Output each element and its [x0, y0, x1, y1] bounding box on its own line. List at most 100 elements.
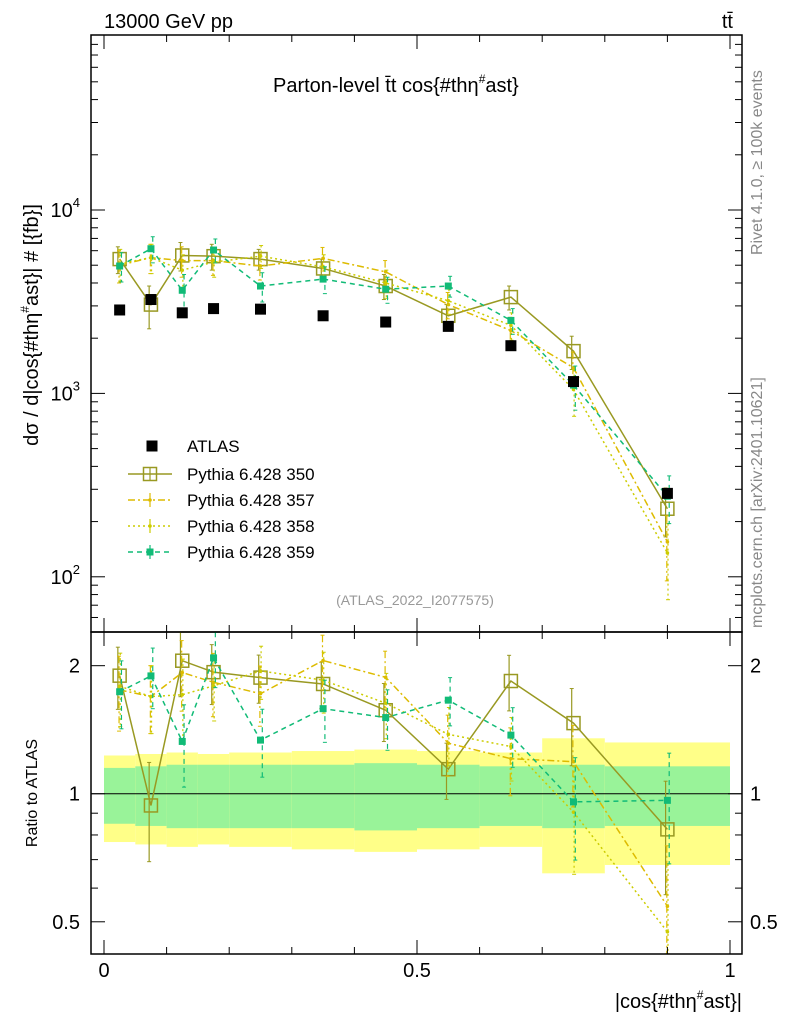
series-358-point — [258, 254, 263, 258]
y-tick-label: 102 — [51, 562, 80, 589]
stat-uncertainty-band — [166, 764, 198, 829]
ratio-axis-ticks: 0 0.5 1 0.5 0.5 1 1 2 2 — [52, 632, 778, 982]
ratio-tick-label-right: 0.5 — [750, 912, 778, 934]
atlas-point — [505, 340, 517, 352]
series-359-ratio-point — [663, 796, 671, 804]
legend-entry-350-label: Pythia 6.428 350 — [187, 465, 315, 484]
series-359-ratio-point — [507, 731, 515, 739]
ratio-tick-label-right: 1 — [750, 784, 761, 806]
series-359-ratio — [116, 631, 672, 865]
main-panel: 102 103 104 Parton-level t̄t cos{#thη#ast}… — [18, 34, 743, 633]
atlas-point — [442, 320, 454, 332]
legend-entry-359-marker — [146, 548, 154, 556]
series-358-ratio-point — [117, 684, 122, 689]
x-tick-label: 0.5 — [403, 960, 431, 982]
series-359-ratio-point — [257, 736, 264, 744]
stat-uncertainty-band — [135, 766, 167, 826]
series-357-ratio-point — [321, 658, 325, 663]
legend-entry-357-marker — [148, 498, 152, 502]
series-359-point — [444, 282, 452, 290]
series-358-point — [665, 551, 670, 555]
series-358-ratio-point — [509, 744, 513, 749]
ratio-tick-label-left: 1 — [69, 784, 80, 806]
series-350-point — [503, 289, 519, 305]
series-358-ratio-point — [665, 929, 670, 934]
legend-entry-359-label: Pythia 6.428 359 — [187, 543, 315, 562]
legend-entry-359: Pythia 6.428 359 — [128, 543, 315, 562]
series-359-ratio-point — [210, 654, 218, 662]
series-357-point — [571, 365, 576, 370]
series-359-line — [119, 247, 668, 497]
ratio-tick-label-left: 2 — [69, 656, 80, 678]
ratio-panel: 0 0.5 1 0.5 0.5 1 1 2 2 Ratio to ATLAS |cos{#thη… — [24, 631, 778, 1013]
series-350-ratio-point — [143, 798, 159, 813]
series-359-point — [210, 246, 218, 254]
atlas-point — [176, 307, 188, 319]
atlas-point — [208, 303, 220, 315]
series-357-point — [321, 256, 325, 261]
y-tick-label: 103 — [51, 378, 80, 405]
x-axis-label: |cos{#thη#ast}| — [615, 988, 742, 1013]
series-358-point — [180, 268, 185, 272]
atlas-point — [317, 310, 329, 322]
legend-entry-358: Pythia 6.428 358 — [128, 517, 315, 536]
series-358-ratio-point — [149, 694, 153, 699]
series-358-point — [383, 281, 388, 285]
legend-entry-atlas: ATLAS — [146, 437, 240, 456]
series-359-point — [507, 316, 515, 324]
series-359-ratio-point — [444, 696, 452, 704]
series-350-ratio-point — [175, 653, 190, 668]
series-350-point — [660, 501, 675, 516]
ratio-series-layer — [91, 631, 742, 955]
ratio-tick-label-right: 2 — [750, 656, 761, 678]
atlas-point — [145, 294, 157, 306]
stat-uncertainty-band — [417, 764, 480, 829]
series-359-point — [257, 282, 264, 290]
main-axis-ticks: 102 103 104 — [51, 34, 742, 633]
legend-entry-357-label: Pythia 6.428 357 — [187, 491, 315, 510]
series-350-ratio-point — [206, 664, 221, 680]
series-359-point — [178, 286, 186, 294]
ratio-tick-label-left: 0.5 — [52, 912, 80, 934]
legend: ATLAS Pythia 6.428 350 Pythia 6.428 357 Pyt… — [128, 437, 315, 562]
ratio-y-axis-label: Ratio to ATLAS — [24, 739, 41, 847]
legend-marker-atlas — [146, 440, 158, 452]
atlas-point — [380, 316, 392, 328]
series-358-ratio-point — [180, 692, 185, 697]
y-axis-label: dσ / d|cos{#thη#ast}| # [{fb}] — [18, 204, 43, 446]
atlas-point — [114, 304, 126, 316]
stat-uncertainty-band — [197, 764, 230, 829]
legend-entry-350: Pythia 6.428 350 — [128, 465, 315, 484]
legend-entry-350-marker — [142, 466, 158, 482]
series-358-ratio-point — [258, 669, 263, 673]
legend-entry-357: Pythia 6.428 357 — [128, 491, 315, 510]
series-359-point — [319, 275, 327, 283]
mcplots-label: mcplots.cern.ch [arXiv:2401.10621] — [749, 377, 766, 628]
atlas-point — [568, 376, 579, 388]
stat-uncertainty-band — [104, 767, 136, 824]
series-359-ratio-point — [319, 705, 327, 713]
series-357-ratio-point — [180, 670, 185, 675]
process-label: tt̄ — [722, 11, 734, 33]
stat-uncertainty-band — [604, 766, 730, 826]
series-359-ratio-point — [382, 714, 390, 722]
series-358-point — [446, 298, 451, 303]
series-350-ratio-point — [660, 822, 675, 837]
energy-label: 13000 GeV pp — [104, 11, 233, 33]
atlas-point — [255, 303, 266, 315]
series-359-main — [116, 236, 672, 525]
series-359-ratio-point — [147, 672, 155, 680]
stat-uncertainty-band — [354, 763, 417, 831]
series-358-ratio-point — [571, 810, 576, 814]
series-358-ratio-point — [446, 732, 451, 737]
legend-entry-358-label: Pythia 6.428 358 — [187, 517, 315, 536]
atlas-point — [661, 487, 673, 499]
x-tick-label: 1 — [724, 960, 735, 982]
series-357-point — [665, 540, 670, 544]
legend-entry-358-marker — [148, 524, 152, 528]
series-359-point — [382, 285, 390, 293]
series-358-point — [149, 255, 153, 260]
stat-uncertainty-band — [291, 764, 355, 829]
chart-title: Parton-level t̄t cos{#thη#ast} — [273, 72, 519, 97]
